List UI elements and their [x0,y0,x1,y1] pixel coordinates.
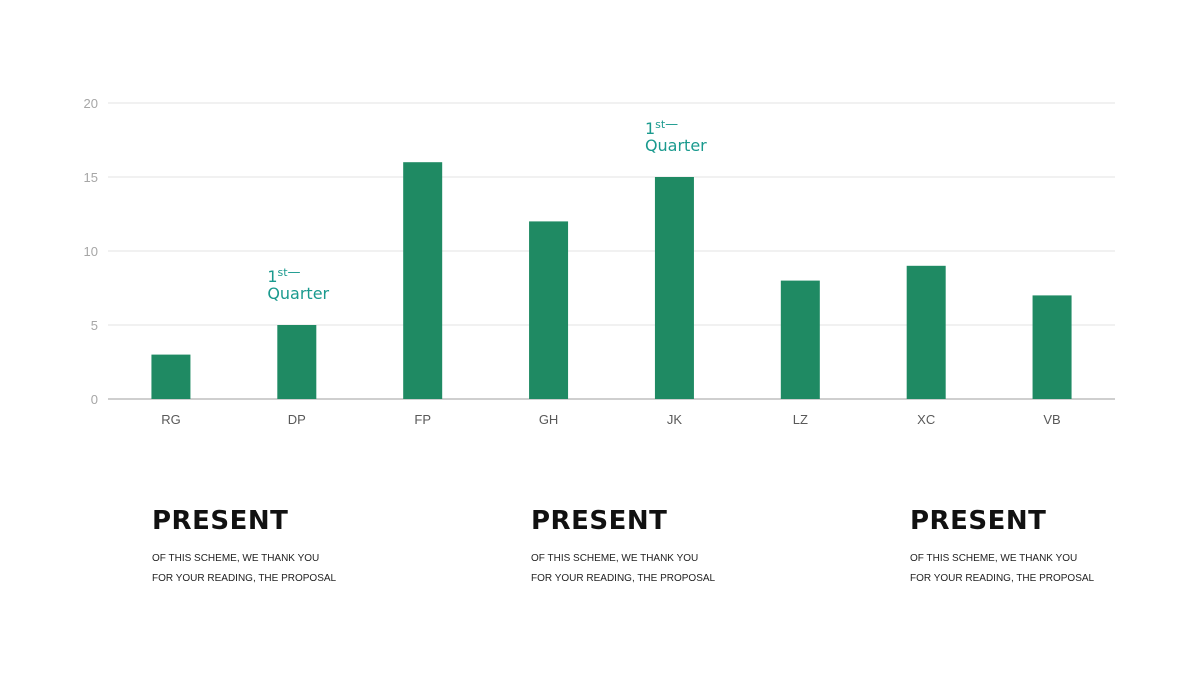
y-tick-label: 15 [84,170,98,185]
present-title: PRESENT [152,506,289,536]
x-tick-label: JK [667,412,683,427]
bar-lz [780,280,820,399]
present-text-line: OF THIS SCHEME, WE THANK YOU [910,553,1078,564]
annotation-line-2: Quarter [267,284,329,303]
annotation-number: 1 [645,119,655,138]
bar-xc [906,265,946,399]
present-text-line: OF THIS SCHEME, WE THANK YOU [531,553,699,564]
annotation-dash: — [665,117,678,132]
x-tick-label: LZ [793,412,808,427]
annotation-label: 1st—Quarter [645,117,707,155]
y-tick-label: 10 [84,244,98,259]
annotation-dash: — [288,265,301,280]
bar-jk [654,177,694,399]
x-axis-ticks: RG DP FP GH JK LZ XC VB [161,412,1061,427]
bar-gh [529,221,569,399]
bars [151,162,1072,399]
present-block-1: PRESENT OF THIS SCHEME, WE THANK YOU FOR… [152,505,392,589]
present-title: PRESENT [910,506,1047,536]
present-block-2: PRESENT OF THIS SCHEME, WE THANK YOU FOR… [531,505,771,589]
bar-dp [277,325,317,399]
bar-rg [151,354,191,399]
x-tick-label: XC [917,412,935,427]
present-text-line: FOR YOUR READING, THE PROPOSAL [531,573,716,584]
present-text-line: FOR YOUR READING, THE PROPOSAL [152,573,337,584]
annotation-label: 1st—Quarter [267,265,329,303]
x-tick-label: GH [539,412,559,427]
present-title: PRESENT [531,506,668,536]
annotation-number: 1 [267,267,277,286]
annotation-superscript: st [655,118,666,131]
y-tick-label: 0 [91,392,98,407]
x-tick-label: VB [1043,412,1060,427]
gridlines [108,102,1115,400]
annotation-line-1: 1st— [645,117,678,138]
x-tick-label: DP [288,412,306,427]
present-text-line: FOR YOUR READING, THE PROPOSAL [910,573,1095,584]
annotation-line-2: Quarter [645,136,707,155]
annotation-line-1: 1st— [267,265,300,286]
y-axis-ticks: 0 5 10 15 20 [84,96,98,407]
present-text-line: OF THIS SCHEME, WE THANK YOU [152,553,320,564]
annotation-superscript: st [278,266,289,279]
y-tick-label: 20 [84,96,98,111]
x-tick-label: RG [161,412,181,427]
bar-fp [403,162,443,399]
bar-vb [1032,295,1072,399]
y-tick-label: 5 [91,318,98,333]
present-block-3: PRESENT OF THIS SCHEME, WE THANK YOU FOR… [910,505,1150,589]
x-tick-label: FP [414,412,431,427]
